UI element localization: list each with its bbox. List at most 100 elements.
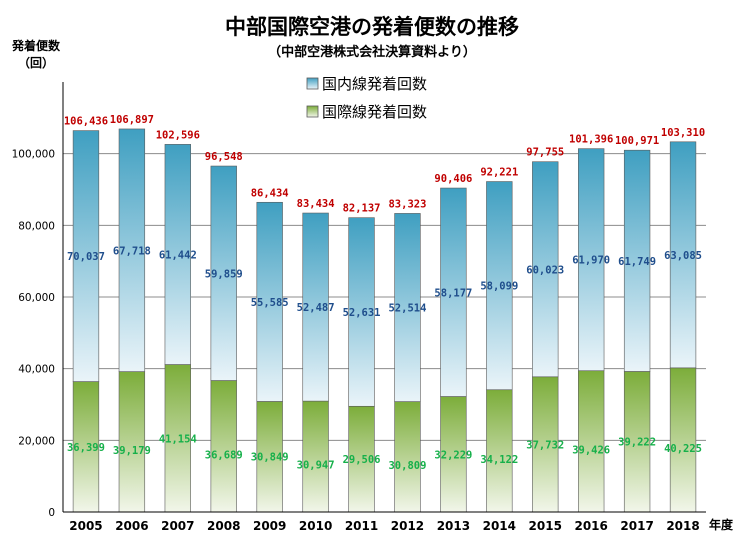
international-value-label: 37,732 — [526, 439, 564, 451]
bar-domestic — [210, 165, 237, 381]
bar-domestic — [440, 187, 467, 397]
domestic-value-label: 58,099 — [480, 281, 518, 293]
bar-international — [72, 381, 100, 513]
total-value-label: 101,396 — [569, 134, 613, 146]
bar-international — [256, 401, 283, 513]
x-tick-label: 2016 — [574, 519, 607, 533]
domestic-value-label: 58,177 — [434, 287, 472, 299]
x-tick-label: 2009 — [253, 519, 286, 533]
international-value-label: 30,849 — [251, 452, 289, 464]
x-tick-label: 2015 — [529, 519, 562, 533]
bar-international — [623, 371, 651, 513]
chart-title: 中部国際空港の発着便数の推移 — [225, 15, 519, 39]
y-axis-label: 発着便数 — [11, 38, 61, 53]
data-labels: 36,399 70,037 106,436 39,179 67,718 106,897 41… — [64, 114, 705, 472]
bar-international — [348, 405, 375, 513]
international-value-label: 34,122 — [480, 454, 518, 466]
legend-label: 国際線発着回数 — [322, 103, 427, 121]
domestic-value-label: 52,631 — [343, 307, 381, 319]
legend-swatch — [306, 77, 319, 90]
y-tick-label: 60,000 — [18, 292, 55, 304]
bar-domestic — [578, 148, 605, 372]
gridlines — [63, 153, 706, 441]
legend-swatch — [306, 105, 319, 118]
x-tick-label: 2005 — [69, 519, 102, 533]
international-value-label: 36,689 — [205, 449, 243, 461]
y-tick-label: 80,000 — [18, 220, 55, 232]
total-value-label: 103,310 — [661, 127, 705, 139]
international-value-label: 39,222 — [618, 437, 656, 449]
bar-domestic — [394, 213, 421, 402]
axes: 0 20,000 40,000 60,000 80,000 100,000 2005 2006… — [12, 82, 706, 533]
bar-international — [118, 371, 146, 513]
international-value-label: 30,809 — [388, 460, 426, 472]
y-tick-label: 0 — [48, 507, 55, 519]
y-axis-unit: （回） — [18, 55, 54, 70]
international-value-label: 39,179 — [113, 445, 151, 457]
total-value-label: 92,221 — [480, 167, 518, 179]
y-tick-label: 20,000 — [18, 435, 55, 447]
total-value-label: 82,137 — [343, 203, 381, 215]
y-tick-label: 40,000 — [18, 364, 55, 376]
bar-domestic — [532, 161, 559, 378]
international-value-label: 40,225 — [664, 443, 702, 455]
x-tick-label: 2014 — [483, 519, 516, 533]
bar-international — [532, 376, 559, 513]
total-value-label: 83,323 — [388, 198, 426, 210]
total-value-label: 106,436 — [64, 116, 108, 128]
bar-international — [394, 401, 421, 513]
x-tick-label: 2008 — [207, 519, 240, 533]
total-value-label: 100,971 — [615, 135, 659, 147]
bar-international — [669, 367, 697, 513]
x-tick-label: 2018 — [666, 519, 699, 533]
bar-international — [440, 396, 467, 513]
bars — [72, 128, 697, 513]
legend-label: 国内線発着回数 — [322, 75, 427, 93]
total-value-label: 86,434 — [251, 187, 289, 199]
domestic-value-label: 52,487 — [297, 302, 335, 314]
international-value-label: 32,229 — [434, 449, 472, 461]
domestic-value-label: 61,442 — [159, 249, 197, 261]
international-value-label: 39,426 — [572, 444, 610, 456]
x-tick-label: 2010 — [299, 519, 332, 533]
total-value-label: 83,434 — [297, 198, 335, 210]
bar-domestic — [256, 201, 283, 402]
x-tick-label: 2017 — [620, 519, 653, 533]
international-value-label: 29,506 — [343, 454, 381, 466]
domestic-value-label: 61,970 — [572, 255, 610, 267]
bar-international — [210, 380, 237, 513]
bar-domestic — [623, 149, 651, 372]
x-tick-label: 2007 — [161, 519, 194, 533]
domestic-value-label: 60,023 — [526, 264, 564, 276]
bar-domestic — [669, 141, 697, 369]
chart-subtitle: （中部空港株式会社決算資料より） — [268, 44, 476, 60]
domestic-value-label: 59,859 — [205, 268, 243, 280]
y-tick-label: 100,000 — [12, 149, 55, 161]
total-value-label: 90,406 — [434, 173, 472, 185]
international-value-label: 36,399 — [67, 442, 105, 454]
x-tick-label: 2012 — [391, 519, 424, 533]
bar-international — [302, 400, 329, 513]
bar-domestic — [302, 212, 329, 402]
total-value-label: 96,548 — [205, 151, 243, 163]
bar-domestic — [164, 144, 191, 365]
domestic-value-label: 67,718 — [113, 245, 151, 257]
x-tick-label: 2006 — [115, 519, 148, 533]
bar-domestic — [348, 217, 375, 407]
total-value-label: 106,897 — [110, 114, 154, 126]
international-value-label: 30,947 — [297, 460, 335, 472]
domestic-value-label: 70,037 — [67, 251, 105, 263]
bar-domestic — [118, 128, 146, 372]
domestic-value-label: 52,514 — [388, 303, 426, 315]
bar-international — [486, 389, 513, 513]
domestic-value-label: 55,585 — [251, 297, 289, 309]
bar-domestic — [72, 130, 100, 382]
domestic-value-label: 61,749 — [618, 256, 656, 268]
bar-international — [578, 370, 605, 513]
total-value-label: 102,596 — [156, 129, 200, 141]
x-axis-label: 年度 — [709, 517, 734, 532]
x-tick-label: 2013 — [437, 519, 470, 533]
domestic-value-label: 63,085 — [664, 250, 702, 262]
x-tick-label: 2011 — [345, 519, 378, 533]
